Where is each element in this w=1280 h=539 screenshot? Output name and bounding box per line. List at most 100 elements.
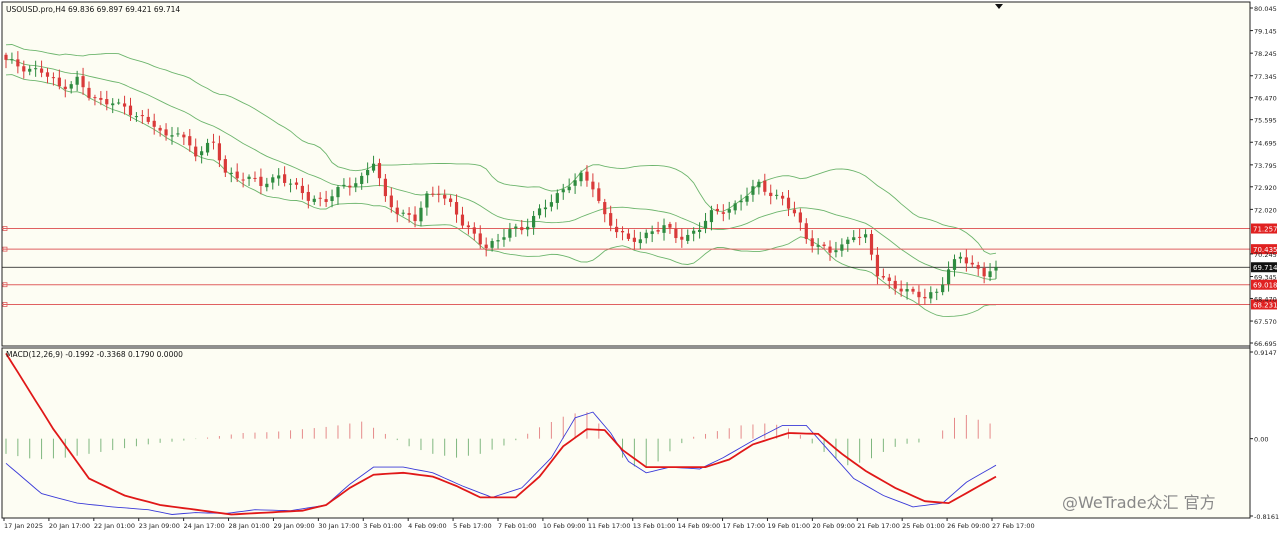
candle-body xyxy=(810,238,814,247)
candle-body xyxy=(300,185,305,194)
candle-body xyxy=(976,265,980,269)
candle-body xyxy=(502,237,506,240)
candle-body xyxy=(638,239,642,244)
candle-body xyxy=(324,199,328,202)
candle-body xyxy=(935,291,939,293)
candle-body xyxy=(75,76,79,85)
candle-body xyxy=(792,209,797,214)
candle-body xyxy=(786,197,791,209)
level-price-tag xyxy=(1251,279,1277,290)
macd-label: MACD(12,26,9) -0.1992 -0.3368 0.1790 0.0… xyxy=(6,350,183,359)
macd-signal-line xyxy=(5,352,997,516)
price-tick-label: 67.570 xyxy=(1254,318,1277,326)
time-tick-label: 19 Feb 01:00 xyxy=(767,522,810,530)
candle-body xyxy=(561,189,565,193)
candle-body xyxy=(858,236,862,238)
price-axis: 80.045 79.145 78.245 77.345 76.470 75.595 74.6… xyxy=(1249,2,1277,518)
level-handle-icon xyxy=(2,246,8,252)
candle-body xyxy=(146,116,150,122)
candle-body xyxy=(318,197,322,199)
candle-body xyxy=(644,232,648,239)
candle-body xyxy=(342,184,346,187)
time-tick-label: 11 Feb 17:00 xyxy=(588,522,631,530)
candle-body xyxy=(828,246,832,253)
candle-body xyxy=(899,288,903,292)
candle-body xyxy=(425,193,429,208)
bollinger-bands xyxy=(5,44,997,317)
candle-body xyxy=(929,292,933,299)
candle-body xyxy=(288,183,293,185)
candle-body xyxy=(336,187,340,198)
candle-body xyxy=(306,191,310,201)
candle-body xyxy=(780,195,785,199)
candle-body xyxy=(520,227,524,231)
candle-body xyxy=(745,195,749,202)
candle-body xyxy=(680,236,684,240)
candle-body xyxy=(543,207,548,210)
level-handle-icon xyxy=(2,302,8,307)
candle-body xyxy=(555,193,559,203)
candle-body xyxy=(893,280,897,289)
candle-body xyxy=(39,68,44,73)
candle-body xyxy=(223,159,227,173)
macd-panel-bg xyxy=(1,347,1251,519)
price-tick-label: 75.595 xyxy=(1254,117,1277,125)
price-tick-label: 78.245 xyxy=(1254,50,1277,58)
current-price-tag xyxy=(1251,262,1277,273)
candle-body xyxy=(917,291,921,298)
candle-body xyxy=(401,212,405,214)
time-tick-label: 27 Feb 17:00 xyxy=(992,522,1035,530)
candle-body xyxy=(490,241,494,248)
macd-tick-label: -0.8161 xyxy=(1254,513,1279,521)
candle-body xyxy=(259,176,263,186)
candle-body xyxy=(182,134,186,138)
candle-body xyxy=(875,254,880,277)
band-lower-line xyxy=(5,74,997,317)
candle-body xyxy=(194,146,198,157)
candle-body xyxy=(751,186,755,195)
candle-body xyxy=(217,143,222,161)
candle-body xyxy=(834,250,838,253)
candle-body xyxy=(360,175,364,184)
price-tick-label: 80.045 xyxy=(1254,5,1277,13)
candle-body xyxy=(247,176,251,179)
candle-body xyxy=(105,99,109,105)
candle-body xyxy=(366,169,370,176)
candle-body xyxy=(840,244,844,251)
candle-body xyxy=(703,220,708,229)
candle-body xyxy=(964,257,968,264)
scroll-marker-icon[interactable] xyxy=(995,4,1003,9)
candle-body xyxy=(881,276,885,278)
candle-body xyxy=(941,284,945,293)
candle-body xyxy=(395,207,399,215)
time-tick-label: 7 Feb 01:00 xyxy=(498,522,537,530)
candle-body xyxy=(626,233,631,239)
time-tick-label: 17 Feb 17:00 xyxy=(723,522,766,530)
candle-body xyxy=(431,193,435,195)
candle-body xyxy=(484,244,488,249)
candle-body xyxy=(549,202,553,207)
band-upper-line xyxy=(5,44,997,255)
candle-body xyxy=(650,231,654,234)
candle-body xyxy=(443,194,447,199)
candle-body xyxy=(769,192,773,197)
candle-body xyxy=(348,185,352,188)
time-tick-label: 20 Jan 17:00 xyxy=(49,522,90,530)
level-price-label: 68.231 xyxy=(1253,301,1278,309)
time-tick-label: 17 Jan 2025 xyxy=(4,522,43,530)
candle-body xyxy=(721,212,725,214)
candle-body xyxy=(733,203,737,211)
candle-body xyxy=(656,230,660,232)
candle-body xyxy=(692,230,696,234)
candle-body xyxy=(739,200,743,203)
candle-body xyxy=(134,116,139,118)
price-tick-label: 69.345 xyxy=(1254,274,1277,282)
candle-body xyxy=(603,202,607,215)
current-price-label: 69.714 xyxy=(1253,264,1278,272)
price-tick-label: 66.695 xyxy=(1254,340,1277,348)
candle-body xyxy=(51,77,56,79)
candle-body xyxy=(10,59,14,61)
candle-body xyxy=(235,171,239,179)
